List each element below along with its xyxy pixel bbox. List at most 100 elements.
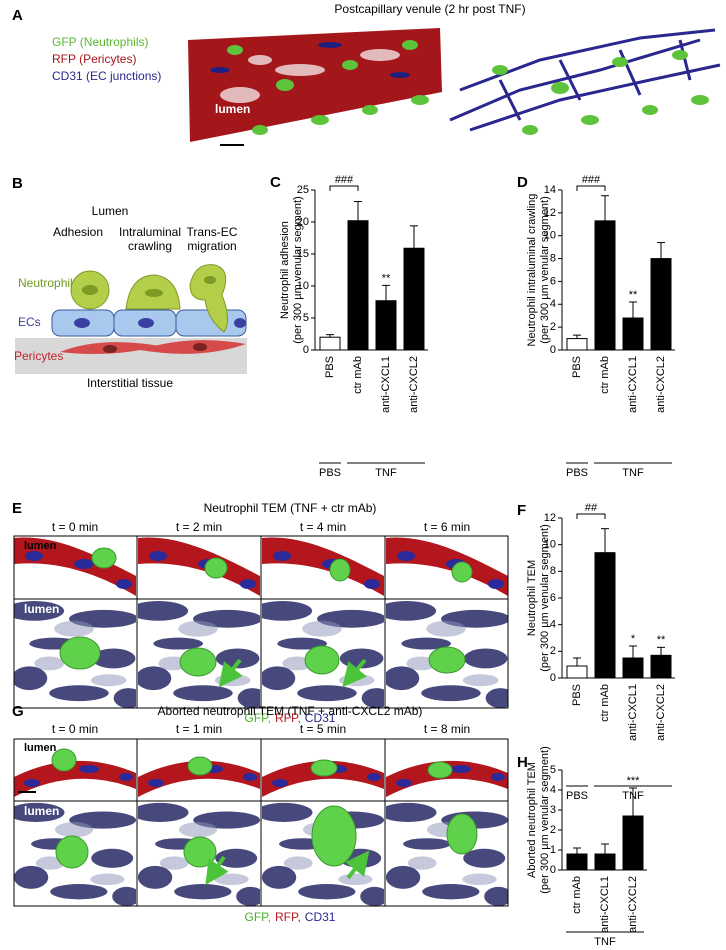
timelapse-images-part bbox=[386, 536, 508, 599]
junction-image-part-part bbox=[691, 95, 709, 105]
vessel-image-part bbox=[220, 49, 400, 103]
significance: ** bbox=[629, 289, 638, 301]
timelapse-images-part-part bbox=[446, 813, 478, 855]
y-tick-label: 4 bbox=[550, 619, 556, 631]
time-label: t = 4 min bbox=[300, 520, 346, 534]
cell-label: Neutrophil bbox=[18, 276, 73, 290]
vessel-image-part-part bbox=[342, 60, 358, 70]
y-axis-label: (per 300 µm venular segment) bbox=[539, 746, 551, 894]
schematic-part bbox=[103, 345, 117, 353]
schematic-part-part bbox=[74, 318, 90, 328]
y-tick-label: 10 bbox=[544, 230, 556, 242]
panel-label: D bbox=[517, 174, 528, 191]
junction-image-part-part bbox=[551, 82, 569, 94]
vessel-image-part-part bbox=[248, 55, 272, 65]
junction-image-part-part bbox=[672, 50, 688, 60]
bar bbox=[319, 336, 341, 351]
junction-image-part bbox=[459, 28, 716, 92]
panel-title: Neutrophil TEM (TNF + ctr mAb) bbox=[204, 501, 377, 515]
vessel-image-part-part bbox=[360, 49, 400, 61]
bar bbox=[403, 247, 425, 351]
time-label: t = 0 min bbox=[52, 520, 98, 534]
timelapse-images-part bbox=[218, 658, 243, 688]
y-tick-label: 12 bbox=[544, 512, 556, 524]
y-tick-label: 15 bbox=[297, 248, 309, 260]
vessel-image-part-part bbox=[318, 42, 342, 48]
panel-label: F bbox=[517, 502, 526, 519]
x-tick-label: anti-CXCL2 bbox=[627, 876, 639, 933]
timelapse-images-part-part bbox=[329, 558, 351, 582]
x-tick-label: anti-CXCL1 bbox=[627, 356, 639, 413]
schematic-part-part bbox=[204, 276, 216, 284]
timelapse-images-part bbox=[386, 801, 508, 906]
bar bbox=[347, 220, 369, 351]
y-tick-label: 10 bbox=[544, 539, 556, 551]
stain-name: GFP, bbox=[245, 910, 271, 924]
bar bbox=[566, 853, 588, 871]
vessel-image-part-part bbox=[276, 79, 294, 91]
junction-image-part bbox=[469, 63, 721, 132]
stain-caption: GFP, RFP, CD31 bbox=[245, 711, 336, 725]
junction-image bbox=[449, 28, 721, 135]
timelapse-images-part-part bbox=[91, 547, 117, 569]
y-tick-label: 20 bbox=[297, 216, 309, 228]
y-axis-label: Neutrophil intraluminal crawling bbox=[526, 194, 538, 347]
timelapse-images-part-part bbox=[55, 835, 89, 869]
timelapse-images-part-part bbox=[204, 557, 228, 579]
legend-entry: GFP (Neutrophils) bbox=[52, 35, 148, 49]
cell-label: Pericytes bbox=[14, 349, 63, 363]
y-tick-label: 2 bbox=[550, 645, 556, 657]
timelapse-images-part-part bbox=[179, 647, 217, 677]
y-axis-label: Neutrophil adhesion bbox=[279, 221, 291, 319]
stain-caption: GFP, RFP, CD31 bbox=[245, 910, 336, 924]
y-tick-label: 0 bbox=[550, 672, 556, 684]
vessel-image-part-part bbox=[227, 45, 243, 55]
panel-title: Postcapillary venule (2 hr post TNF) bbox=[334, 2, 525, 16]
tissue-label: Interstitial tissue bbox=[87, 376, 173, 390]
group-label: TNF bbox=[375, 467, 397, 479]
bar bbox=[622, 815, 644, 871]
legend: GFP (Neutrophils) RFP (Pericytes) CD31 (EC… bbox=[52, 35, 161, 83]
y-axis-label: (per 300 µm venular segment) bbox=[539, 524, 551, 672]
timelapse-images-part bbox=[13, 738, 509, 907]
timelapse-images: lumen lumen bbox=[13, 535, 509, 709]
x-tick-label: ctr mAb bbox=[599, 356, 611, 394]
y-axis-label: (per 300 µm venular segment) bbox=[292, 196, 304, 344]
timelapse-images-part-part bbox=[51, 748, 77, 772]
legend-entry: CD31 (EC junctions) bbox=[52, 69, 161, 83]
schematic: Lumen Adhesion Intraluminal crawling Tra… bbox=[14, 204, 247, 390]
lumen-label: lumen bbox=[24, 540, 57, 552]
y-tick-label: 1 bbox=[550, 844, 556, 856]
y-tick-label: 6 bbox=[550, 275, 556, 287]
x-tick-label: anti-CXCL2 bbox=[408, 356, 420, 413]
time-label: t = 5 min bbox=[300, 722, 346, 736]
step-label: Adhesion bbox=[53, 225, 103, 239]
legend-entry: RFP (Pericytes) bbox=[52, 52, 136, 66]
stain-name: GFP, bbox=[245, 711, 271, 725]
vessel-image-part bbox=[210, 42, 410, 78]
bar bbox=[566, 338, 588, 351]
y-tick-label: 5 bbox=[550, 764, 556, 776]
timelapse-images: lumen lumen bbox=[13, 738, 509, 907]
stain-name: RFP, bbox=[275, 910, 301, 924]
bar bbox=[566, 665, 588, 679]
timelapse-images-part-part bbox=[304, 645, 340, 675]
lumen-label: lumen bbox=[215, 102, 250, 116]
bar bbox=[375, 300, 397, 351]
x-tick-label: PBS bbox=[571, 356, 583, 378]
vessel-image-part-part bbox=[210, 67, 230, 73]
vessel-image-part-part bbox=[220, 87, 260, 103]
y-tick-label: 2 bbox=[550, 321, 556, 333]
timelapse-images-part bbox=[342, 658, 367, 688]
stain-name: CD31 bbox=[305, 910, 336, 924]
timelapse-images-part bbox=[13, 535, 509, 709]
group-label: TNF bbox=[622, 467, 644, 479]
timelapse-images-part-part bbox=[311, 805, 357, 867]
timelapse-images-part-part bbox=[183, 836, 217, 868]
x-tick-label: anti-CXCL1 bbox=[599, 876, 611, 933]
lumen-label: lumen bbox=[24, 602, 59, 616]
y-axis-label: Aborted neutrophil TEM bbox=[526, 762, 538, 878]
schematic-part-part bbox=[234, 318, 246, 328]
time-labels: t = 0 min t = 2 min t = 4 min t = 6 min bbox=[52, 520, 470, 534]
